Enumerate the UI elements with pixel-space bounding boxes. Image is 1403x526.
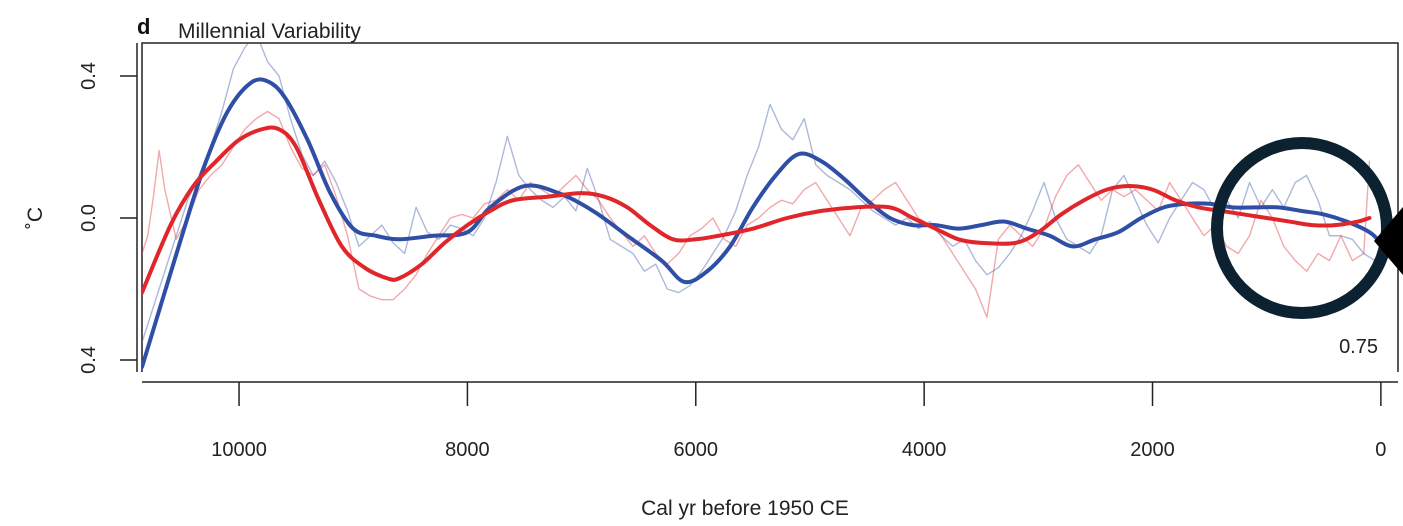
blue-raw-series [142,43,1376,343]
y-tick-label: 0.4 [78,346,100,374]
plot-frame [141,42,1399,372]
x-tick-label: 4000 [902,439,947,461]
x-tick-label: 2000 [1130,439,1175,461]
chart-title: Millennial Variability [178,20,361,43]
x-tick-label: 0 [1375,439,1386,461]
y-tick-label: 0.0 [78,204,100,232]
x-tick-label: 10000 [211,439,267,461]
bold-series-layer [142,77,1383,370]
y-axis-title: ˚C [24,207,47,229]
blue-smooth-series [142,77,1383,370]
panel-letter: d [137,14,150,39]
pointer-triangle-marker [1374,207,1403,275]
y-axis-ticks: 0.4 0.0 0.4 [78,62,137,374]
faint-series-layer [142,43,1376,343]
x-axis-title: Cal yr before 1950 CE [641,497,849,520]
x-axis-ticks: 10000 8000 6000 4000 2000 0 [211,382,1386,461]
x-tick-label: 6000 [674,439,719,461]
red-smooth-series [142,125,1372,295]
y-tick-label: 0.4 [78,62,100,90]
correlation-annotation: 0.75 [1339,336,1378,358]
red-raw-series [142,110,1371,319]
x-tick-label: 8000 [445,439,490,461]
